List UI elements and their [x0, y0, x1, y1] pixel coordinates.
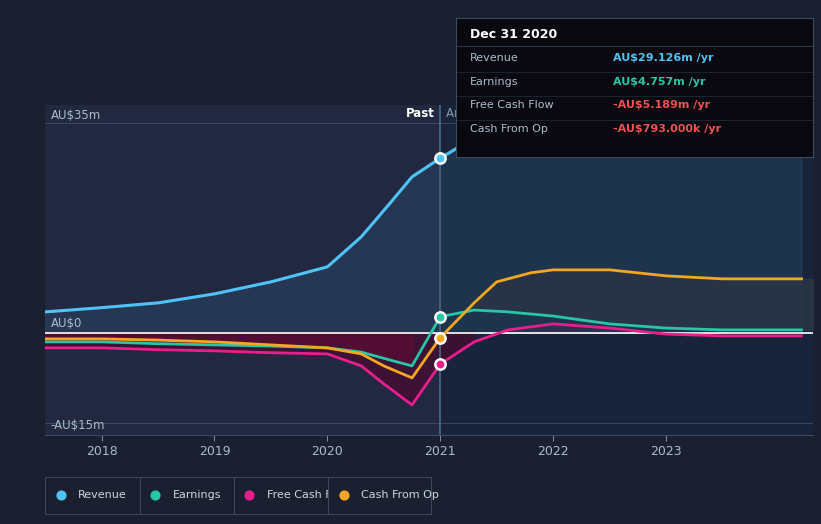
Text: -AU$793.000k /yr: -AU$793.000k /yr [612, 124, 721, 134]
Text: AU$4.757m /yr: AU$4.757m /yr [612, 77, 705, 86]
Text: Revenue: Revenue [78, 490, 126, 500]
Text: AU$35m: AU$35m [51, 108, 101, 122]
Text: Cash From Op: Cash From Op [470, 124, 548, 134]
Text: Revenue: Revenue [470, 53, 519, 63]
Text: Earnings: Earnings [470, 77, 518, 86]
Text: AU$0: AU$0 [51, 317, 82, 330]
Point [337, 491, 351, 499]
Point [149, 491, 162, 499]
Text: -AU$15m: -AU$15m [51, 419, 105, 432]
Text: Dec 31 2020: Dec 31 2020 [470, 28, 557, 41]
Point [433, 312, 447, 321]
Text: Earnings: Earnings [172, 490, 221, 500]
Text: AU$29.126m /yr: AU$29.126m /yr [612, 53, 713, 63]
Point [54, 491, 67, 499]
Point [433, 333, 447, 342]
Point [243, 491, 256, 499]
Text: Cash From Op: Cash From Op [361, 490, 439, 500]
Text: Analysts Forecasts: Analysts Forecasts [446, 107, 556, 120]
Point [433, 360, 447, 368]
Point [433, 154, 447, 162]
Text: Past: Past [406, 107, 434, 120]
Bar [440, 105, 813, 435]
Bar [45, 105, 440, 435]
Text: -AU$5.189m /yr: -AU$5.189m /yr [612, 100, 710, 110]
Text: Free Cash Flow: Free Cash Flow [267, 490, 351, 500]
Text: Free Cash Flow: Free Cash Flow [470, 100, 553, 110]
